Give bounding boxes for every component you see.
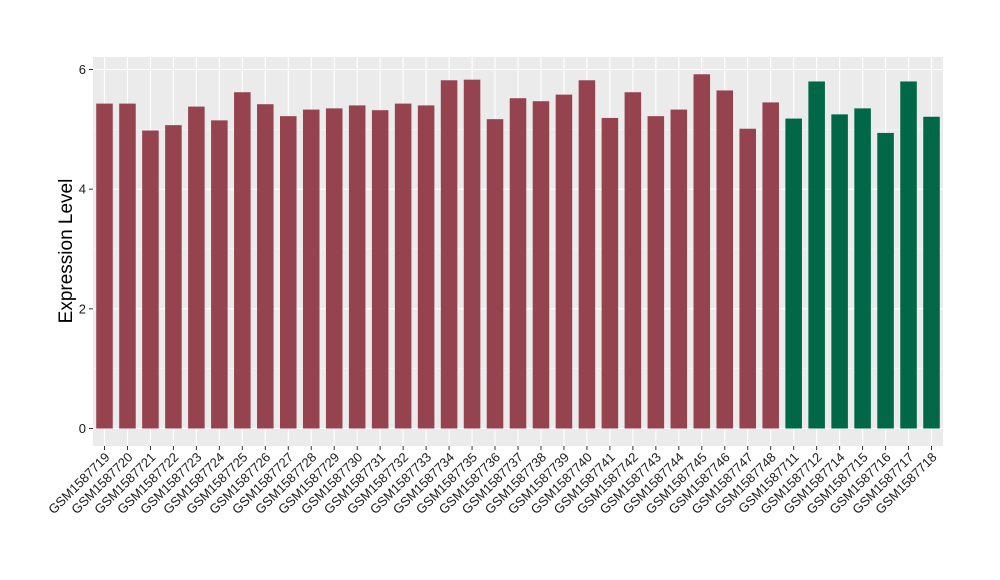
bar-GSM1587746 <box>716 90 734 429</box>
bar-GSM1587742 <box>624 92 642 429</box>
bar-GSM1587712 <box>808 81 825 429</box>
bar-GSM1587736 <box>486 119 504 429</box>
bar-GSM1587726 <box>257 104 274 429</box>
bar-GSM1587748 <box>762 102 779 429</box>
bar-GSM1587711 <box>785 118 802 429</box>
y-tick-label: 6 <box>79 62 86 77</box>
y-tick-label: 4 <box>79 182 86 197</box>
bar-GSM1587730 <box>348 105 366 429</box>
bar-GSM1587722 <box>165 125 182 429</box>
x-axis: GSM1587719GSM1587720GSM1587721GSM1587722… <box>45 446 940 517</box>
bar-GSM1587716 <box>877 132 894 429</box>
bar-GSM1587735 <box>463 79 481 429</box>
y-tick-label: 2 <box>79 301 86 316</box>
bar-GSM1587724 <box>211 120 228 429</box>
y-axis: 0 2 4 6 <box>79 62 93 436</box>
bar-GSM1587733 <box>417 105 435 429</box>
bar-GSM1587718 <box>923 116 940 429</box>
bar-GSM1587734 <box>440 80 458 429</box>
bar-GSM1587743 <box>647 116 665 429</box>
bar-GSM1587737 <box>509 98 527 429</box>
bar-GSM1587728 <box>302 109 320 429</box>
bar-GSM1587729 <box>325 108 343 429</box>
y-tick-label: 0 <box>79 421 86 436</box>
bar-GSM1587715 <box>854 108 871 429</box>
bar-GSM1587725 <box>234 92 251 429</box>
bar-GSM1587741 <box>601 117 619 429</box>
bar-GSM1587740 <box>578 80 596 429</box>
bar-GSM1587745 <box>693 74 711 429</box>
bar-GSM1587738 <box>532 101 550 429</box>
bar-GSM1587739 <box>555 94 573 429</box>
bars <box>96 74 940 429</box>
y-axis-title: Expression Level <box>56 179 77 324</box>
bar-GSM1587714 <box>831 114 848 429</box>
bar-GSM1587721 <box>142 130 159 429</box>
bar-GSM1587720 <box>119 103 136 429</box>
bar-GSM1587747 <box>739 128 756 429</box>
bar-GSM1587727 <box>280 116 297 429</box>
bar-GSM1587744 <box>670 109 688 429</box>
bar-GSM1587731 <box>371 110 389 429</box>
bar-GSM1587723 <box>188 106 205 429</box>
bar-GSM1587717 <box>900 81 917 429</box>
bar-GSM1587719 <box>96 103 113 429</box>
bar-GSM1587732 <box>394 103 412 429</box>
